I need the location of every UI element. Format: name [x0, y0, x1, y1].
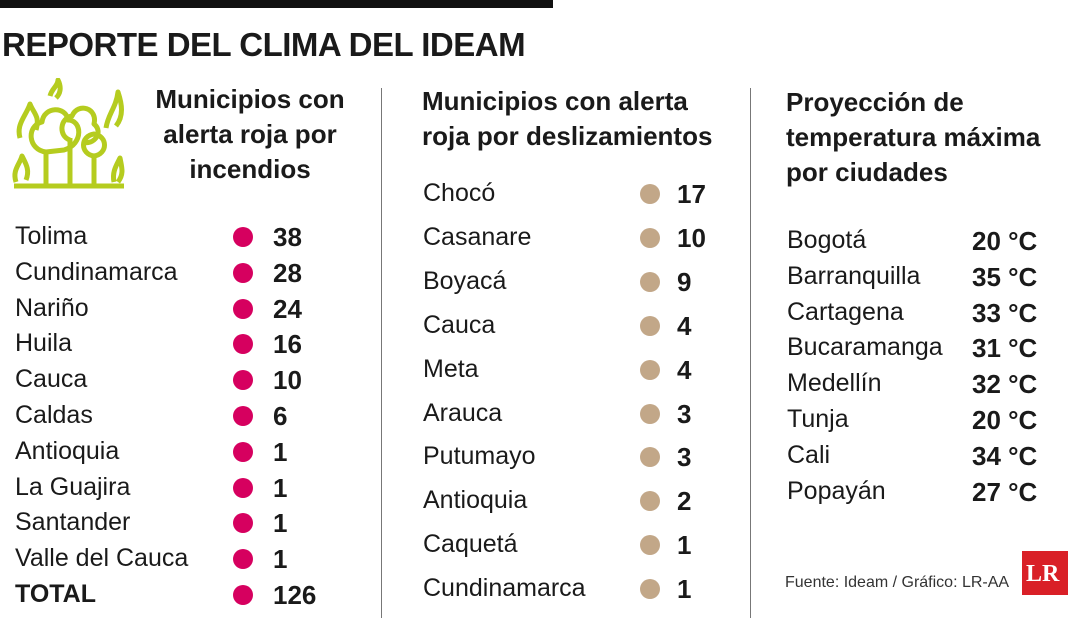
row-value: 9 — [677, 266, 692, 297]
row-value: 20 °C — [972, 226, 1038, 256]
dot — [640, 403, 660, 424]
row-value: 3 — [677, 442, 692, 473]
fire-icon — [12, 78, 125, 189]
row-label: Cundinamarca — [423, 574, 586, 603]
dot — [233, 585, 253, 605]
dot — [233, 334, 253, 355]
source: Fuente: Ideam / Gráfico: LR-AA — [785, 574, 1010, 591]
row-value: 2 — [677, 486, 692, 517]
row-label: TOTAL — [15, 580, 97, 608]
dot — [640, 491, 660, 512]
row-label: Tunja — [787, 405, 849, 433]
dot — [640, 184, 660, 204]
dot — [233, 370, 253, 391]
row-value: 17 — [677, 179, 706, 209]
dot — [233, 298, 253, 319]
row-label: Cundinamarca — [15, 257, 178, 286]
row-label: Meta — [423, 354, 479, 383]
section-title: roja por deslizamientos — [422, 121, 713, 151]
row-label: Putumayo — [423, 442, 536, 471]
dot — [233, 406, 253, 426]
logo-box — [1022, 551, 1068, 595]
top-bar — [0, 0, 553, 8]
row-label: Cartagena — [787, 297, 904, 326]
row-value: 20 °C — [972, 405, 1038, 435]
dot — [233, 549, 253, 570]
section-title: Municipios con — [155, 84, 345, 114]
dot — [640, 579, 660, 600]
dot — [233, 227, 253, 247]
row-value: 38 — [273, 222, 302, 252]
row-value: 3 — [677, 398, 692, 429]
dot — [233, 513, 253, 534]
row-value: 4 — [677, 354, 692, 385]
row-value: 28 — [273, 257, 302, 288]
row-label: Huila — [15, 329, 72, 358]
separator — [750, 88, 751, 618]
section-title: alerta roja por — [163, 119, 337, 149]
row-value: 33 °C — [972, 297, 1038, 328]
row-value: 10 — [677, 222, 706, 253]
separator — [381, 88, 382, 618]
row-label: Nariño — [15, 293, 89, 322]
dot — [640, 447, 660, 468]
dot — [233, 262, 253, 283]
row-label: Cauca — [423, 310, 496, 339]
row-value: 24 — [273, 293, 302, 324]
row-label: Antioquia — [15, 436, 120, 465]
dot — [233, 441, 253, 462]
row-value: 4 — [677, 310, 692, 341]
row-label: Caquetá — [423, 530, 518, 559]
row-label: Bogotá — [787, 226, 867, 254]
row-label: Medellín — [787, 369, 882, 398]
row-value: 16 — [273, 329, 302, 360]
row-label: Cauca — [15, 365, 88, 394]
row-label: Popayán — [787, 476, 886, 505]
section-title: por ciudades — [786, 157, 948, 187]
row-value: 6 — [273, 401, 288, 431]
row-label: Santander — [15, 508, 131, 537]
section-title: incendios — [189, 154, 311, 184]
section-title: Municipios con alerta — [422, 86, 688, 116]
row-value: 1 — [677, 530, 692, 561]
dot — [640, 535, 660, 556]
row-label: Antioquia — [423, 486, 528, 515]
dot — [640, 271, 660, 292]
row-value: 1 — [677, 574, 692, 605]
row-value: 10 — [273, 365, 302, 396]
row-value: 1 — [273, 436, 288, 467]
row-value: 126 — [273, 580, 317, 610]
row-label: Arauca — [423, 398, 503, 427]
row-label: Valle del Cauca — [15, 544, 189, 573]
row-label: Boyacá — [423, 266, 507, 295]
dot — [640, 359, 660, 380]
logo: LR — [1026, 561, 1060, 587]
row-label: Cali — [787, 440, 831, 469]
dot — [640, 227, 660, 248]
row-label: Casanare — [423, 222, 532, 251]
row-value: 34 °C — [972, 440, 1038, 471]
row-value: 32 °C — [972, 369, 1038, 400]
dot — [233, 477, 253, 498]
row-label: Barranquilla — [787, 261, 921, 290]
row-value: 27 °C — [972, 476, 1038, 507]
row-label: Bucaramanga — [787, 333, 943, 362]
row-label: La Guajira — [15, 472, 131, 501]
row-label: Tolima — [15, 222, 88, 250]
row-value: 1 — [273, 472, 288, 503]
row-value: 31 °C — [972, 333, 1038, 364]
section-title: temperatura máxima — [786, 122, 1041, 152]
row-value: 1 — [273, 544, 288, 575]
row-value: 1 — [273, 508, 288, 539]
title: REPORTE DEL CLIMA DEL IDEAM — [2, 26, 526, 63]
section-title: Proyección de — [786, 87, 964, 117]
dot — [640, 315, 660, 336]
row-label: Caldas — [15, 401, 93, 429]
row-label: Chocó — [423, 179, 496, 207]
row-value: 35 °C — [972, 261, 1038, 292]
